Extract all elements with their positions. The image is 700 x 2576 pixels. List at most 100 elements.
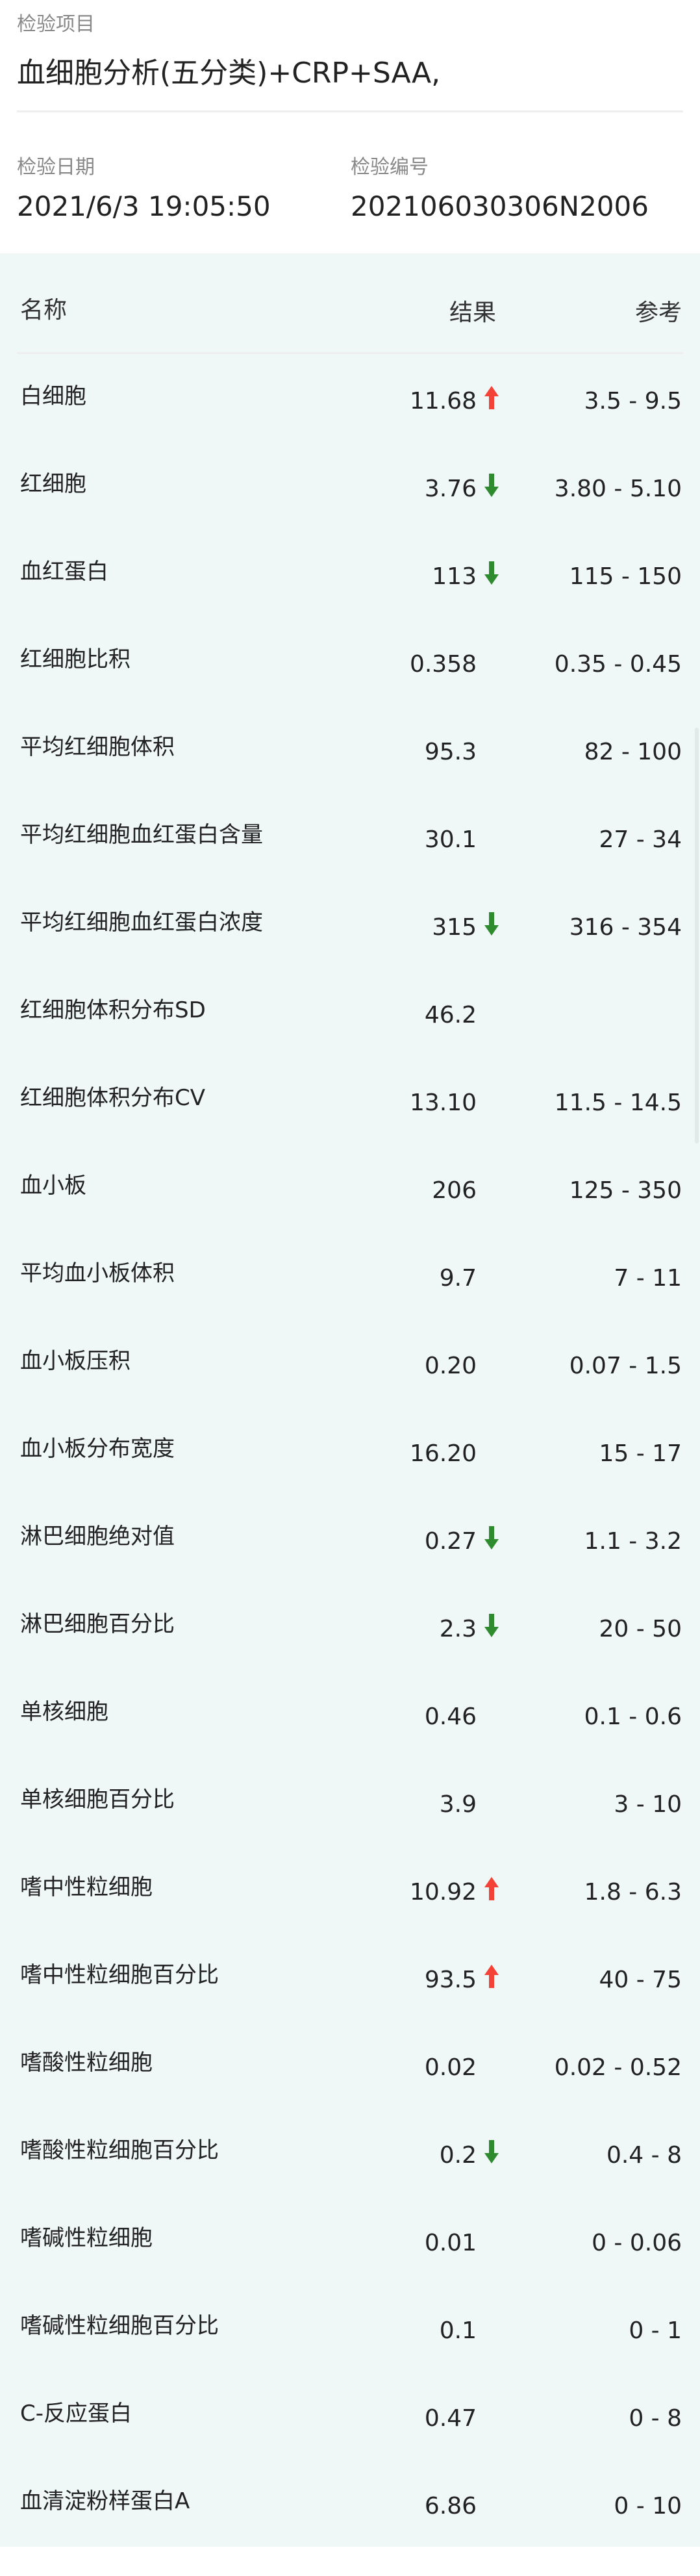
test-reference: 0 - 0.06 bbox=[592, 2230, 682, 2256]
table-row: 血红蛋白 113 115 - 150 bbox=[0, 559, 700, 646]
test-name: 单核细胞 bbox=[20, 1699, 108, 1725]
test-result: 0.02 bbox=[424, 2054, 477, 2081]
table-row: 红细胞体积分布SD 46.2 bbox=[0, 997, 700, 1085]
test-name: 红细胞 bbox=[20, 471, 86, 497]
test-name: 血小板分布宽度 bbox=[20, 1436, 175, 1462]
test-name: 单核细胞百分比 bbox=[20, 1787, 175, 1813]
table-row: C-反应蛋白 0.47 0 - 8 bbox=[0, 2401, 700, 2488]
table-row: 平均红细胞血红蛋白浓度 315 316 - 354 bbox=[0, 910, 700, 997]
test-reference: 27 - 34 bbox=[599, 826, 682, 853]
arrow-down-icon bbox=[482, 911, 501, 937]
test-reference: 0 - 8 bbox=[629, 2405, 682, 2432]
arrow-down-icon bbox=[482, 2139, 501, 2165]
test-reference: 0.35 - 0.45 bbox=[554, 651, 682, 678]
table-row: 嗜碱性粒细胞百分比 0.1 0 - 1 bbox=[0, 2313, 700, 2401]
table-row: 淋巴细胞绝对值 0.27 1.1 - 3.2 bbox=[0, 1524, 700, 1611]
test-result: 0.358 bbox=[409, 651, 477, 678]
test-reference: 11.5 - 14.5 bbox=[554, 1090, 682, 1116]
table-row: 红细胞体积分布CV 13.10 11.5 - 14.5 bbox=[0, 1085, 700, 1173]
project-label: 检验项目 bbox=[17, 13, 95, 36]
table-row: 嗜中性粒细胞百分比 93.5 40 - 75 bbox=[0, 1962, 700, 2050]
column-header-reference: 参考 bbox=[634, 300, 682, 326]
test-name: 淋巴细胞百分比 bbox=[20, 1611, 175, 1637]
test-result: 16.20 bbox=[409, 1440, 477, 1467]
test-name: 血红蛋白 bbox=[20, 559, 108, 585]
test-result: 3.76 bbox=[424, 476, 477, 502]
table-row: 单核细胞百分比 3.9 3 - 10 bbox=[0, 1787, 700, 1874]
table-row: 白细胞 11.68 3.5 - 9.5 bbox=[0, 383, 700, 471]
arrow-up-icon bbox=[482, 385, 501, 411]
test-reference: 1.8 - 6.3 bbox=[584, 1879, 682, 1906]
test-result: 315 bbox=[432, 914, 477, 941]
arrow-down-icon bbox=[482, 560, 501, 586]
table-row: 平均血小板体积 9.7 7 - 11 bbox=[0, 1260, 700, 1348]
test-name: 白细胞 bbox=[20, 383, 86, 409]
test-name: 嗜酸性粒细胞百分比 bbox=[20, 2137, 219, 2163]
test-result: 113 bbox=[432, 563, 477, 590]
test-reference: 7 - 11 bbox=[614, 1265, 682, 1292]
results-table: 名称 结果 参考 白细胞 11.68 3.5 - 9.5 红细胞 3.76 3.80 - … bbox=[0, 253, 700, 2547]
table-row: 单核细胞 0.46 0.1 - 0.6 bbox=[0, 1699, 700, 1787]
table-row: 血小板压积 0.20 0.07 - 1.5 bbox=[0, 1348, 700, 1436]
test-reference: 115 - 150 bbox=[569, 563, 682, 590]
test-result: 0.47 bbox=[424, 2405, 477, 2432]
test-reference: 3.5 - 9.5 bbox=[584, 388, 682, 414]
test-name: 嗜中性粒细胞百分比 bbox=[20, 1962, 219, 1988]
table-row: 嗜酸性粒细胞百分比 0.2 0.4 - 8 bbox=[0, 2137, 700, 2225]
test-result: 46.2 bbox=[424, 1002, 477, 1028]
test-result: 0.46 bbox=[424, 1703, 477, 1730]
table-row: 淋巴细胞百分比 2.3 20 - 50 bbox=[0, 1611, 700, 1699]
test-reference: 0.02 - 0.52 bbox=[554, 2054, 682, 2081]
test-result: 0.27 bbox=[424, 1528, 477, 1555]
test-result: 95.3 bbox=[424, 739, 477, 765]
table-row: 血小板分布宽度 16.20 15 - 17 bbox=[0, 1436, 700, 1524]
table-row: 血清淀粉样蛋白A 6.86 0 - 10 bbox=[0, 2488, 700, 2576]
test-result: 206 bbox=[432, 1177, 477, 1204]
table-row: 平均红细胞血红蛋白含量 30.1 27 - 34 bbox=[0, 822, 700, 910]
test-reference: 125 - 350 bbox=[569, 1177, 682, 1204]
test-name: 红细胞比积 bbox=[20, 646, 131, 672]
test-result: 11.68 bbox=[409, 388, 477, 414]
date-value: 2021/6/3 19:05:50 bbox=[17, 190, 271, 222]
table-row: 嗜碱性粒细胞 0.01 0 - 0.06 bbox=[0, 2225, 700, 2313]
test-result: 13.10 bbox=[409, 1090, 477, 1116]
arrow-up-icon bbox=[482, 1876, 501, 1902]
test-name: 红细胞体积分布SD bbox=[20, 997, 206, 1023]
test-name: 血小板 bbox=[20, 1173, 86, 1199]
test-name: 嗜碱性粒细胞百分比 bbox=[20, 2313, 219, 2339]
test-result: 9.7 bbox=[439, 1265, 477, 1292]
table-row: 红细胞 3.76 3.80 - 5.10 bbox=[0, 471, 700, 559]
test-result: 0.01 bbox=[424, 2230, 477, 2256]
test-name: 平均红细胞体积 bbox=[20, 734, 175, 760]
arrow-down-icon bbox=[482, 1525, 501, 1551]
table-row: 红细胞比积 0.358 0.35 - 0.45 bbox=[0, 646, 700, 734]
test-result: 0.20 bbox=[424, 1353, 477, 1379]
test-name: 血清淀粉样蛋白A bbox=[20, 2488, 190, 2514]
table-row: 平均红细胞体积 95.3 82 - 100 bbox=[0, 734, 700, 822]
test-reference: 0 - 10 bbox=[614, 2493, 682, 2519]
date-label: 检验日期 bbox=[17, 156, 95, 179]
test-name: 嗜碱性粒细胞 bbox=[20, 2225, 153, 2251]
report-header: 检验项目 血细胞分析(五分类)+CRP+SAA, 检验日期 2021/6/3 1… bbox=[0, 0, 700, 253]
test-name: 淋巴细胞绝对值 bbox=[20, 1524, 175, 1549]
test-reference: 0.4 - 8 bbox=[606, 2142, 682, 2169]
scrollbar[interactable] bbox=[695, 728, 699, 1143]
test-name: 平均红细胞血红蛋白含量 bbox=[20, 822, 263, 848]
project-value: 血细胞分析(五分类)+CRP+SAA, bbox=[17, 57, 441, 90]
number-label: 检验编号 bbox=[351, 156, 429, 179]
test-name: C-反应蛋白 bbox=[20, 2401, 132, 2427]
test-name: 红细胞体积分布CV bbox=[20, 1085, 205, 1111]
test-reference: 40 - 75 bbox=[599, 1967, 682, 1993]
table-row: 嗜中性粒细胞 10.92 1.8 - 6.3 bbox=[0, 1874, 700, 1962]
test-name: 嗜酸性粒细胞 bbox=[20, 2050, 153, 2076]
test-result: 30.1 bbox=[424, 826, 477, 853]
test-result: 93.5 bbox=[424, 1967, 477, 1993]
test-reference: 3.80 - 5.10 bbox=[554, 476, 682, 502]
column-header-result: 结果 bbox=[449, 300, 497, 326]
table-row: 嗜酸性粒细胞 0.02 0.02 - 0.52 bbox=[0, 2050, 700, 2137]
header-divider bbox=[17, 352, 683, 354]
test-reference: 0.07 - 1.5 bbox=[569, 1353, 682, 1379]
test-result: 3.9 bbox=[439, 1791, 477, 1818]
test-name: 嗜中性粒细胞 bbox=[20, 1874, 153, 1900]
arrow-down-icon bbox=[482, 1613, 501, 1639]
